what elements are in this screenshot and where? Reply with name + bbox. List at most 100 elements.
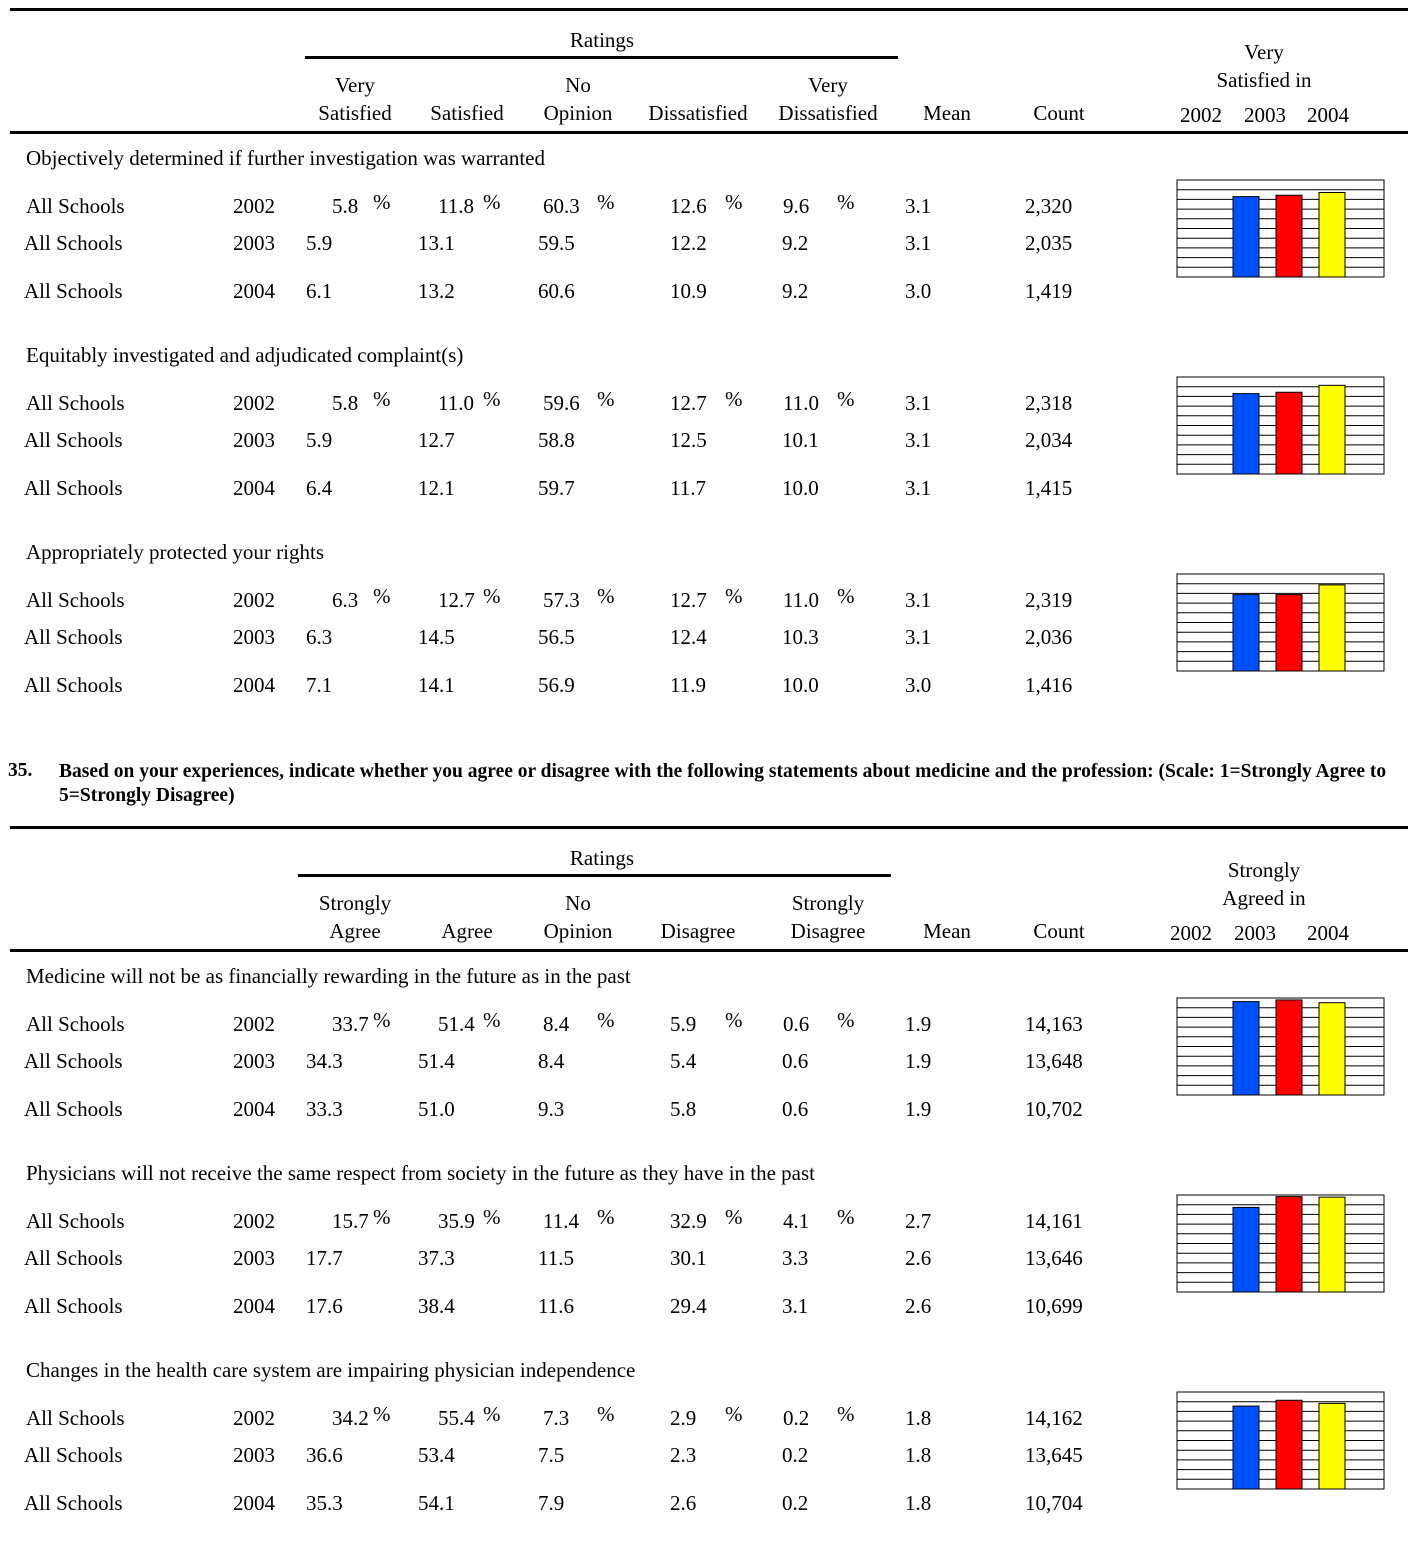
percent-sign: %: [597, 584, 615, 608]
row-value: 17.6: [306, 1294, 343, 1318]
row-value: 6.3: [306, 625, 333, 649]
row-label: All Schools: [24, 279, 123, 303]
row-count: 2,318: [1025, 391, 1073, 415]
table1-col-header-2: No Opinion: [543, 73, 613, 125]
row-mean: 1.8: [905, 1406, 932, 1430]
row-value: 11.9: [670, 673, 706, 697]
row-count: 1,419: [1025, 279, 1073, 303]
row-value: 38.4: [418, 1294, 455, 1318]
table2-ratings-label: Ratings: [569, 846, 635, 870]
row-value: 55.4: [438, 1406, 475, 1430]
row-mean: 1.8: [905, 1443, 932, 1467]
row-value: 34.3: [306, 1049, 343, 1073]
row-value: 6.4: [306, 476, 333, 500]
row-count: 1,415: [1025, 476, 1073, 500]
table2-section-title-1: Physicians will not receive the same res…: [26, 1161, 816, 1185]
bar-2002: [1232, 594, 1260, 672]
percent-sign: %: [837, 387, 855, 411]
row-mean: 3.0: [905, 279, 932, 303]
percent-sign: %: [837, 1008, 855, 1032]
row-value: 54.1: [418, 1491, 455, 1515]
row-label: All Schools: [24, 1246, 123, 1270]
row-count: 2,034: [1025, 428, 1073, 452]
row-label: All Schools: [26, 391, 125, 415]
row-year: 2003: [233, 1246, 275, 1270]
row-value: 5.9: [306, 231, 333, 255]
row-value: 7.3: [543, 1406, 570, 1430]
row-count: 14,162: [1025, 1406, 1083, 1430]
row-value: 7.5: [538, 1443, 565, 1467]
row-value: 51.4: [418, 1049, 455, 1073]
row-count: 13,646: [1025, 1246, 1083, 1270]
row-value: 59.5: [538, 231, 575, 255]
bar-2004: [1318, 191, 1346, 278]
row-mean: 3.0: [905, 673, 932, 697]
row-value: 30.1: [670, 1246, 707, 1270]
row-mean: 1.9: [905, 1049, 932, 1073]
bar-2002: [1232, 1405, 1260, 1490]
percent-sign: %: [725, 584, 743, 608]
bar-2004: [1318, 1402, 1346, 1490]
row-value: 35.3: [306, 1491, 343, 1515]
table2-section-title-0: Medicine will not be as financially rewa…: [26, 964, 631, 988]
row-value: 56.9: [538, 673, 575, 697]
row-mean: 2.7: [905, 1209, 932, 1233]
percent-sign: %: [373, 190, 391, 214]
row-value: 12.5: [670, 428, 707, 452]
row-count: 14,163: [1025, 1012, 1083, 1036]
table2-col-header-2: No Opinion: [543, 891, 613, 943]
bar-2002: [1232, 393, 1260, 475]
percent-sign: %: [597, 387, 615, 411]
row-value: 5.8: [332, 194, 359, 218]
row-mean: 2.6: [905, 1246, 932, 1270]
row-value: 11.0: [783, 391, 819, 415]
row-value: 5.9: [670, 1012, 697, 1036]
row-value: 12.7: [670, 391, 707, 415]
table1-col-header-1: Satisfied: [430, 101, 504, 125]
row-mean: 3.1: [905, 231, 932, 255]
percent-sign: %: [597, 1008, 615, 1032]
percent-sign: %: [483, 1205, 501, 1229]
row-value: 13.1: [418, 231, 455, 255]
percent-sign: %: [483, 1008, 501, 1032]
percent-sign: %: [837, 190, 855, 214]
percent-sign: %: [483, 584, 501, 608]
bar-2004: [1318, 1196, 1346, 1293]
row-value: 11.5: [538, 1246, 574, 1270]
row-value: 2.3: [670, 1443, 697, 1467]
row-count: 2,320: [1025, 194, 1073, 218]
row-label: All Schools: [26, 194, 125, 218]
table2-chart-year-0: 2002: [1170, 921, 1212, 945]
table2-col-header-0: Strongly Agree: [318, 891, 392, 943]
row-value: 9.6: [783, 194, 810, 218]
row-value: 6.3: [332, 588, 359, 612]
row-value: 5.9: [306, 428, 333, 452]
row-label: All Schools: [24, 1294, 123, 1318]
row-mean: 3.1: [905, 625, 932, 649]
row-year: 2002: [233, 194, 275, 218]
row-count: 2,035: [1025, 231, 1073, 255]
row-label: All Schools: [24, 625, 123, 649]
row-label: All Schools: [26, 1209, 125, 1233]
row-value: 10.3: [782, 625, 819, 649]
row-value: 37.3: [418, 1246, 455, 1270]
table1-chart-year-1: 2003: [1244, 103, 1286, 127]
percent-sign: %: [373, 387, 391, 411]
row-value: 33.3: [306, 1097, 343, 1121]
row-year: 2002: [233, 1012, 275, 1036]
percent-sign: %: [597, 190, 615, 214]
bar-2003: [1275, 594, 1303, 672]
table1-col-header-5: Mean: [923, 101, 971, 125]
table2-col-header-3: Disagree: [660, 919, 736, 943]
row-mean: 1.9: [905, 1012, 932, 1036]
row-mean: 3.1: [905, 588, 932, 612]
row-value: 0.2: [783, 1406, 810, 1430]
bar-2003: [1275, 194, 1303, 278]
row-value: 11.7: [670, 476, 706, 500]
row-value: 8.4: [538, 1049, 565, 1073]
row-count: 13,645: [1025, 1443, 1083, 1467]
table1-ratings-label: Ratings: [569, 28, 635, 52]
row-year: 2002: [233, 1406, 275, 1430]
row-value: 56.5: [538, 625, 575, 649]
row-value: 3.1: [782, 1294, 809, 1318]
